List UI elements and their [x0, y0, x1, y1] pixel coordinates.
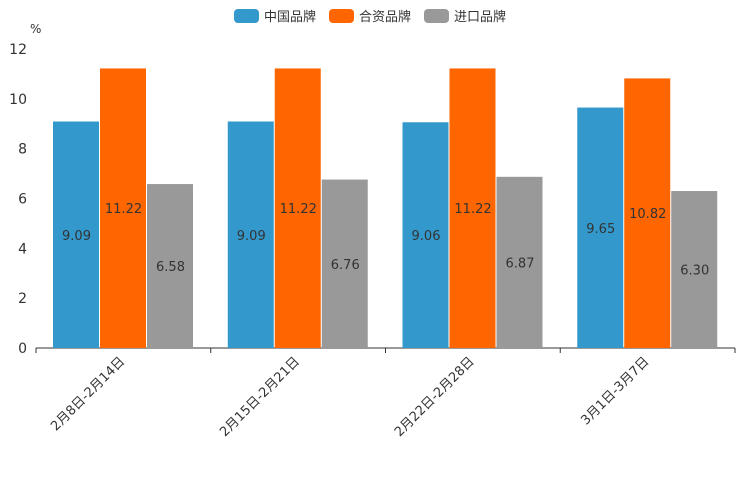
data-label: 9.09 — [237, 229, 266, 244]
x-tick-label: 2月15日-2月21日 — [217, 354, 303, 440]
legend-swatch — [424, 9, 449, 23]
bar — [227, 121, 274, 348]
y-tick-label: 0 — [18, 341, 27, 357]
y-tick-label: 4 — [18, 241, 27, 257]
x-tick-label: 2月22日-2月28日 — [392, 354, 478, 440]
y-axis-unit: % — [30, 22, 41, 36]
x-tick-label: 3月1日-3月7日 — [578, 354, 652, 428]
legend-label: 合资品牌 — [359, 9, 411, 25]
data-label: 11.22 — [105, 202, 142, 217]
y-tick-label: 2 — [18, 291, 27, 307]
data-label: 11.22 — [454, 202, 491, 217]
bar — [402, 122, 449, 348]
bar — [147, 184, 193, 348]
y-tick-label: 10 — [9, 92, 27, 108]
data-label: 10.82 — [629, 207, 666, 222]
x-tick-label: 2月8日-2月14日 — [48, 354, 128, 434]
bar — [53, 121, 99, 348]
legend-label: 中国品牌 — [264, 9, 316, 25]
bar — [577, 107, 624, 348]
bar — [496, 176, 543, 348]
data-label: 6.58 — [156, 260, 185, 275]
bar — [274, 68, 321, 348]
bar — [321, 179, 368, 348]
legend-swatch — [329, 9, 354, 23]
data-label: 9.06 — [412, 229, 441, 244]
bar — [671, 191, 718, 348]
data-label: 6.30 — [680, 264, 709, 279]
data-label: 9.09 — [62, 229, 91, 244]
legend-swatch — [234, 9, 259, 23]
legend-label: 进口品牌 — [454, 9, 506, 25]
bar — [449, 68, 496, 348]
data-label: 9.65 — [586, 222, 615, 237]
y-tick-label: 12 — [9, 42, 27, 58]
data-label: 11.22 — [280, 202, 317, 217]
data-label: 6.87 — [506, 256, 535, 271]
y-tick-label: 8 — [18, 142, 27, 158]
bar — [624, 78, 671, 348]
data-label: 6.76 — [331, 258, 360, 273]
y-tick-label: 6 — [18, 192, 27, 208]
bar — [100, 68, 146, 348]
